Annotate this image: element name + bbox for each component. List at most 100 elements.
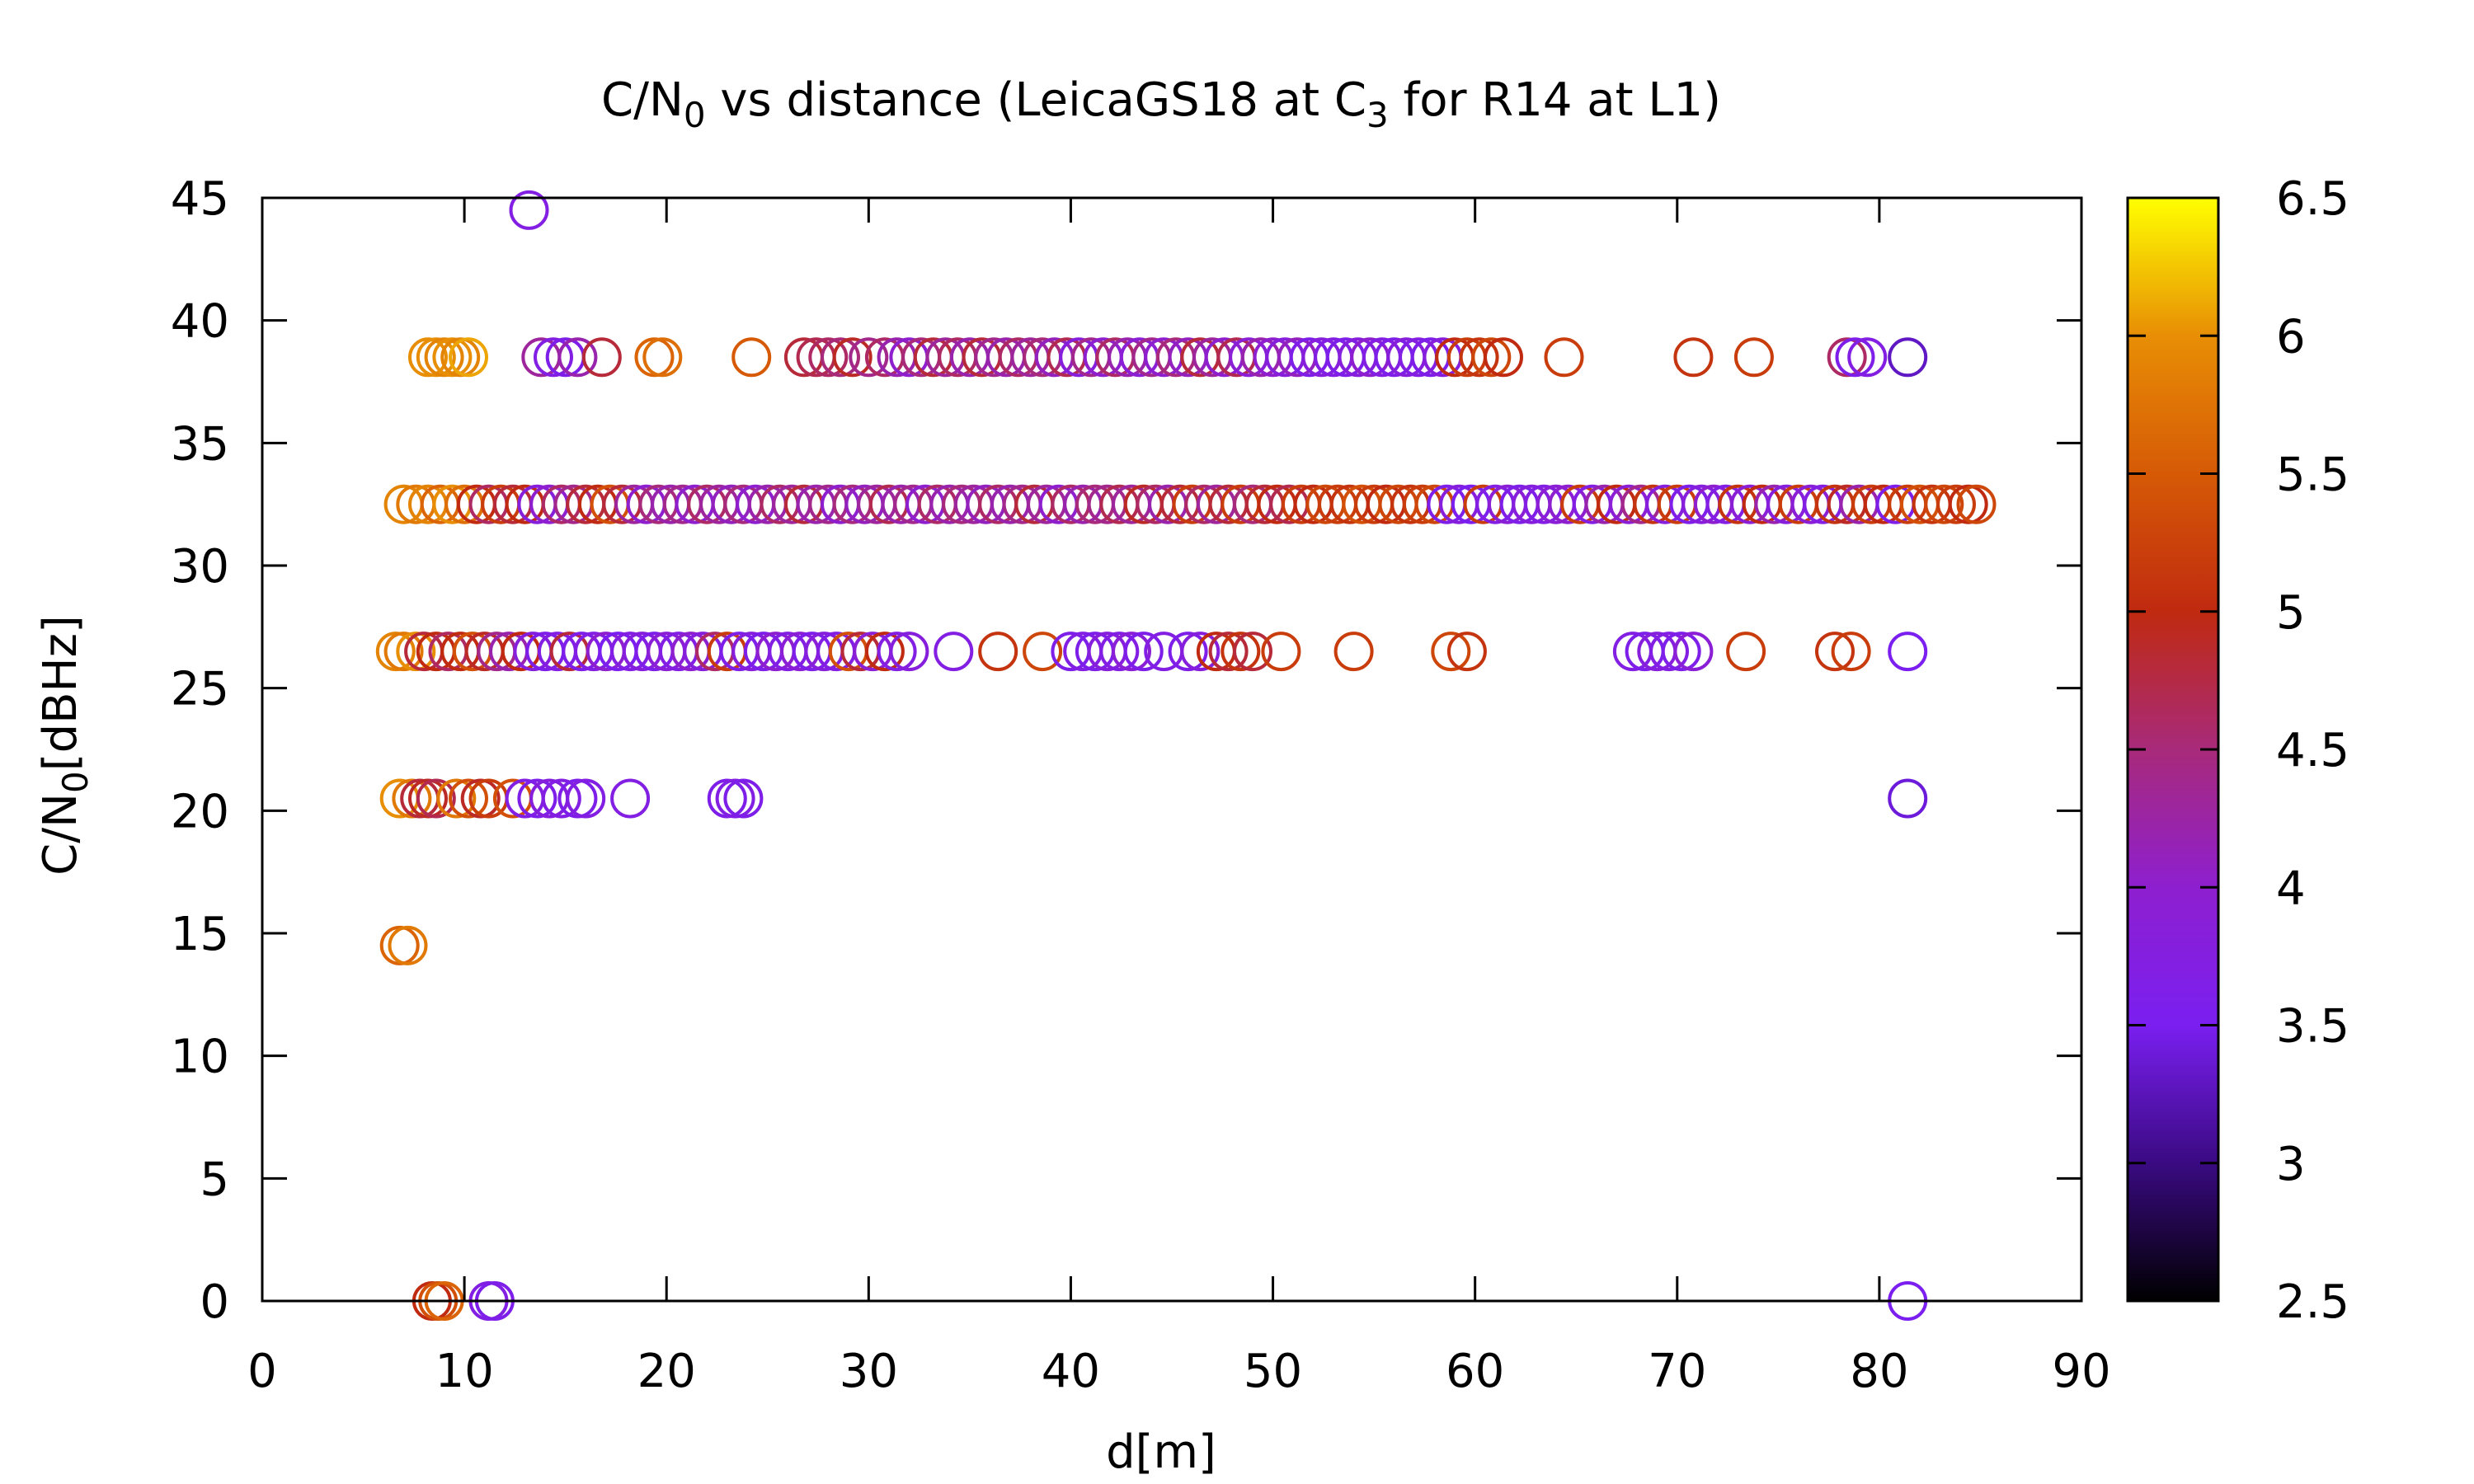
data-point bbox=[1888, 337, 1928, 378]
data-point bbox=[1233, 632, 1272, 672]
data-point bbox=[1023, 632, 1063, 672]
data-point bbox=[416, 778, 456, 819]
data-point bbox=[1948, 484, 1988, 524]
data-point bbox=[1827, 337, 1867, 378]
y-tick-label: 25 bbox=[171, 663, 229, 716]
colorbar-tick-label: 6 bbox=[2276, 310, 2306, 364]
x-tick-label: 70 bbox=[1648, 1345, 1706, 1398]
data-point bbox=[1221, 632, 1261, 672]
x-tick-label: 50 bbox=[1244, 1345, 1302, 1398]
data-point bbox=[864, 632, 905, 672]
data-point bbox=[392, 778, 432, 819]
x-tick-label: 30 bbox=[840, 1345, 898, 1398]
colorbar: 2.5 3 3.5 4 4.5 5 5.5 6 6.5 bbox=[2126, 172, 2349, 1329]
data-point bbox=[436, 778, 477, 819]
data-point bbox=[424, 337, 464, 378]
data-point bbox=[1168, 632, 1208, 672]
data-point bbox=[1726, 632, 1766, 672]
data-point bbox=[416, 337, 456, 378]
y-axis-label: C/N0[dBHz] bbox=[34, 615, 96, 876]
data-point bbox=[1831, 632, 1871, 672]
y-tick-label: 0 bbox=[200, 1275, 229, 1329]
data-point bbox=[1673, 632, 1714, 672]
data-point bbox=[375, 632, 416, 672]
x-tick-label: 90 bbox=[2052, 1345, 2110, 1398]
data-point bbox=[1936, 484, 1976, 524]
x-tick-label: 10 bbox=[435, 1345, 493, 1398]
data-point bbox=[581, 337, 622, 378]
colorbar-tick-label: 2.5 bbox=[2276, 1275, 2349, 1329]
data-point bbox=[1431, 632, 1471, 672]
data-point bbox=[1123, 632, 1164, 672]
data-point bbox=[1333, 632, 1374, 672]
data-point bbox=[978, 632, 1018, 672]
y-tick-label: 15 bbox=[171, 908, 229, 961]
data-point bbox=[1733, 337, 1774, 378]
data-point bbox=[889, 632, 929, 672]
x-tick-label: 20 bbox=[637, 1345, 696, 1398]
data-point bbox=[509, 190, 549, 230]
data-point bbox=[715, 778, 755, 819]
data-point bbox=[566, 778, 606, 819]
data-point bbox=[934, 632, 974, 672]
plot-frame bbox=[261, 196, 2083, 1303]
data-point bbox=[440, 337, 481, 378]
data-point bbox=[1888, 778, 1928, 819]
data-point bbox=[557, 337, 598, 378]
data-point bbox=[1099, 632, 1140, 672]
data-point bbox=[517, 778, 557, 819]
data-point bbox=[1261, 632, 1301, 672]
data-point bbox=[408, 778, 448, 819]
data-point bbox=[1459, 337, 1499, 378]
x-tick-label: 80 bbox=[1850, 1345, 1908, 1398]
y-tick-label: 35 bbox=[171, 417, 229, 471]
data-point bbox=[379, 925, 420, 965]
x-tick-label: 40 bbox=[1042, 1345, 1100, 1398]
data-point bbox=[610, 778, 651, 819]
chart-title: C/N0 vs distance (LeicaGS18 at C3 for R1… bbox=[601, 73, 1721, 135]
data-point bbox=[1661, 632, 1701, 672]
colorbar-tick-label: 5 bbox=[2276, 586, 2306, 640]
data-point bbox=[388, 925, 428, 965]
data-point bbox=[634, 337, 675, 378]
data-point bbox=[731, 337, 772, 378]
data-point bbox=[449, 337, 488, 378]
data-point bbox=[1446, 632, 1487, 672]
data-point bbox=[1673, 337, 1714, 378]
data-point bbox=[849, 337, 889, 378]
plot-area bbox=[375, 190, 1997, 1321]
y-tick-label: 10 bbox=[171, 1031, 229, 1084]
data-point bbox=[1544, 337, 1584, 378]
y-tick-label: 5 bbox=[200, 1153, 229, 1206]
data-point bbox=[383, 632, 424, 672]
colorbar-tick-label: 3.5 bbox=[2276, 1000, 2349, 1054]
data-point bbox=[1484, 337, 1523, 378]
y-tick-label: 30 bbox=[171, 540, 229, 594]
data-point bbox=[1112, 632, 1151, 672]
colorbar-tick-label: 6.5 bbox=[2276, 172, 2349, 226]
data-point bbox=[1208, 632, 1249, 672]
data-point bbox=[1956, 484, 1997, 524]
data-point bbox=[1471, 337, 1512, 378]
data-point bbox=[808, 337, 849, 378]
data-point bbox=[707, 778, 747, 819]
data-point bbox=[1835, 337, 1875, 378]
data-point bbox=[1888, 632, 1928, 672]
data-point bbox=[460, 778, 501, 819]
data-point bbox=[557, 778, 598, 819]
data-point bbox=[1180, 632, 1221, 672]
data-point bbox=[1924, 484, 1964, 524]
data-point bbox=[541, 778, 581, 819]
colorbar-tick-label: 5.5 bbox=[2276, 448, 2349, 502]
data-point bbox=[1649, 632, 1689, 672]
data-point bbox=[1847, 337, 1888, 378]
data-point bbox=[400, 778, 440, 819]
data-point bbox=[449, 778, 488, 819]
x-tick-label: 60 bbox=[1446, 1345, 1504, 1398]
colorbar-tick-label: 3 bbox=[2276, 1138, 2306, 1191]
data-point bbox=[877, 632, 917, 672]
axes: 0 10 20 30 40 50 60 70 80 90 0 5 10 15 20 25 30 35 40 45 bbox=[171, 172, 2111, 1398]
data-point bbox=[432, 337, 473, 378]
x-axis-label: d[m] bbox=[1106, 1425, 1216, 1479]
